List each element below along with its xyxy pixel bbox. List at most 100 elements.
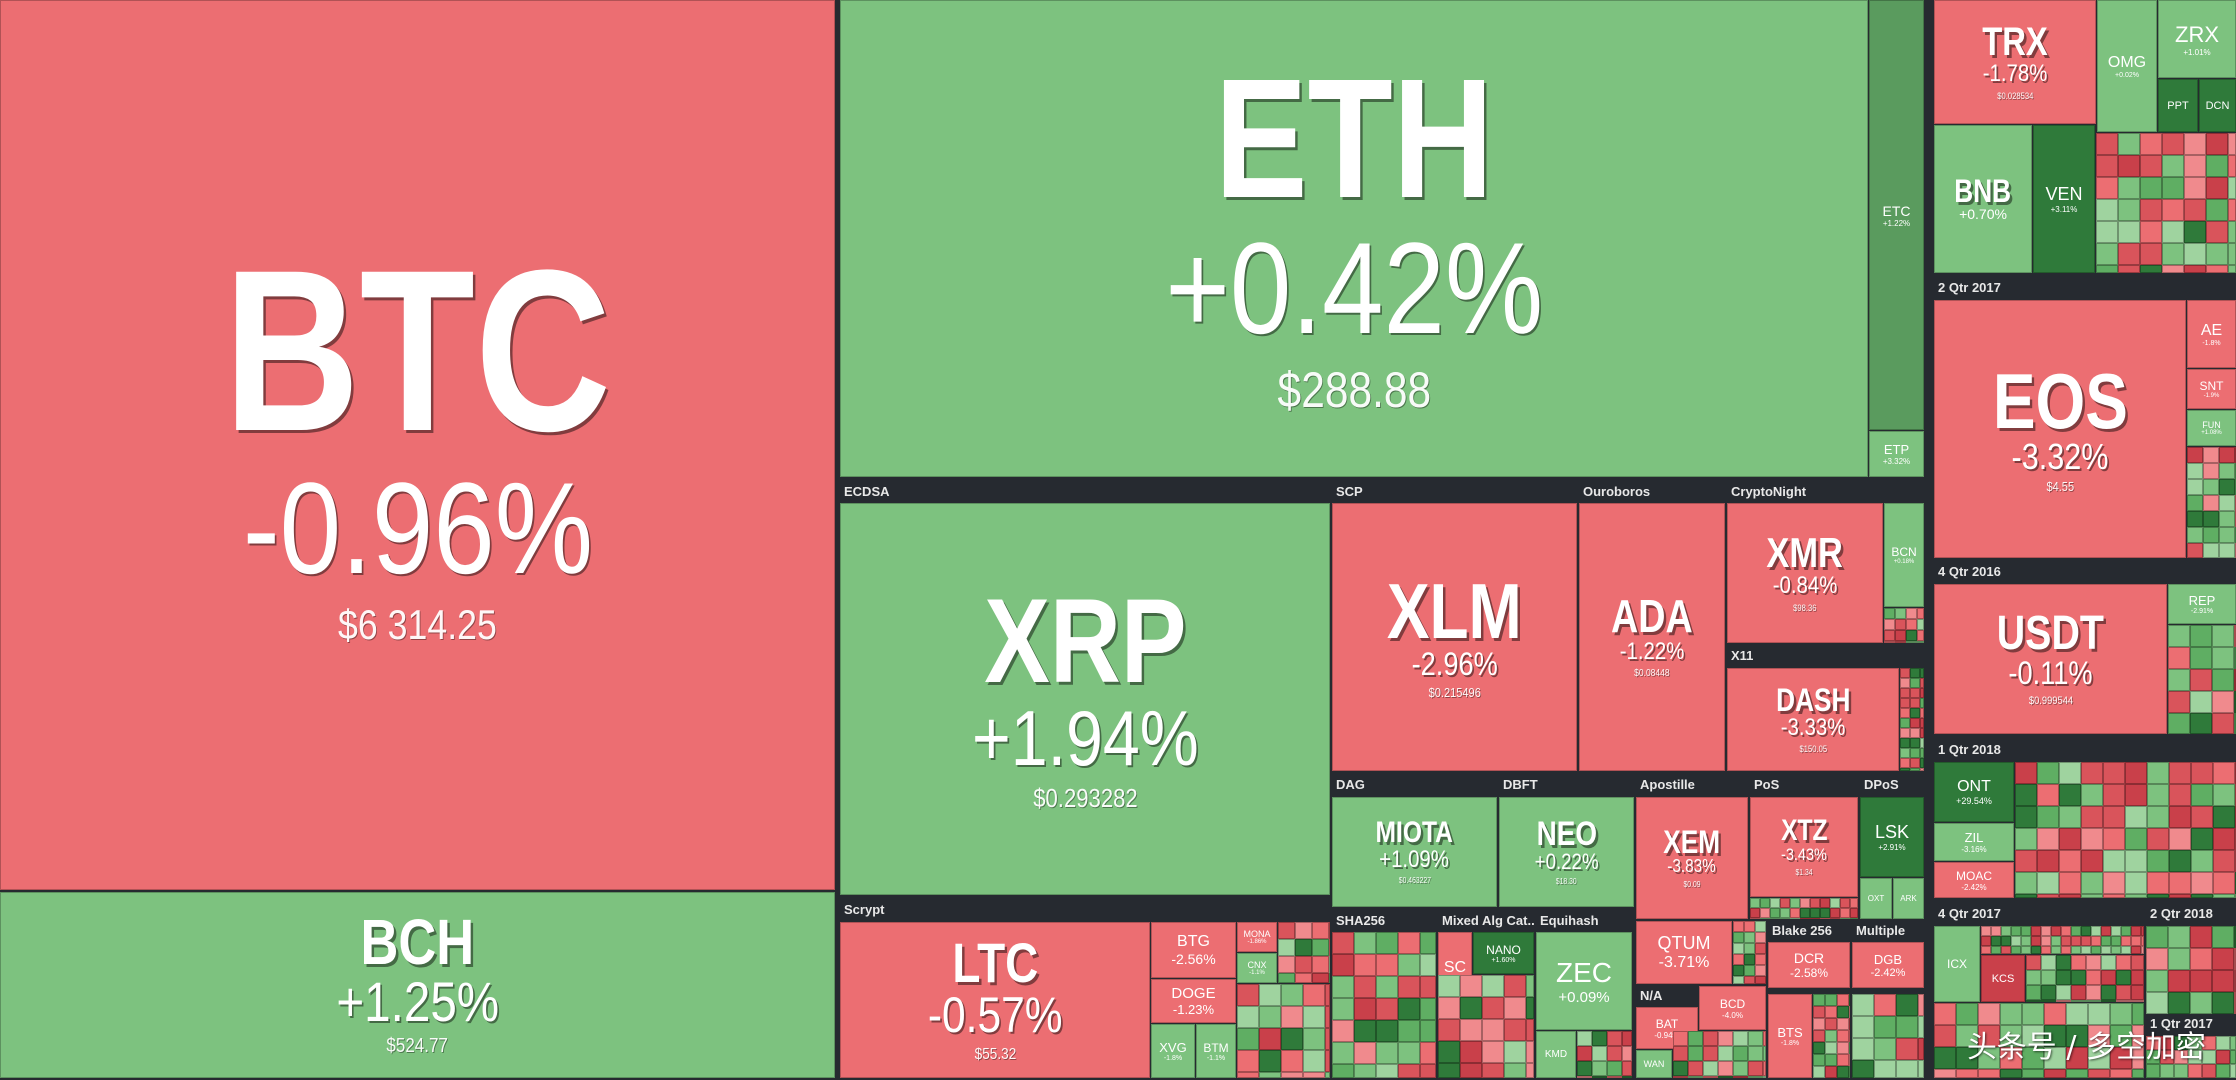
mini-coin-tile[interactable] — [2000, 1047, 2022, 1069]
mini-coin-tile[interactable] — [1577, 1061, 1592, 1076]
mini-coin-tile[interactable] — [2169, 784, 2191, 806]
mini-coin-tile[interactable] — [2081, 762, 2103, 784]
mini-coin-tile[interactable] — [2219, 463, 2235, 479]
mini-coin-tile[interactable] — [2140, 177, 2162, 199]
mini-coin-tile[interactable] — [1325, 1028, 1330, 1050]
mini-coin-tile[interactable] — [1895, 608, 1906, 619]
mini-coin-tile[interactable] — [1303, 984, 1325, 1006]
mini-coin-tile[interactable] — [2096, 243, 2118, 265]
mini-coin-tile[interactable] — [2066, 1069, 2088, 1078]
mini-coin-tile[interactable] — [1770, 898, 1780, 908]
mini-coin-tile[interactable] — [2141, 926, 2144, 936]
mini-coin-tile[interactable] — [2116, 1000, 2131, 1002]
mini-coin-tile[interactable] — [2212, 992, 2234, 1014]
mini-coin-tile[interactable] — [1760, 918, 1770, 919]
tile-fun[interactable]: FUN +1.08% — [2187, 410, 2236, 446]
tile-snt[interactable]: SNT -1.9% — [2187, 369, 2236, 409]
mini-coin-tile[interactable] — [2188, 1064, 2202, 1078]
mini-coin-tile[interactable] — [2037, 872, 2059, 894]
mini-coin-tile[interactable] — [1504, 975, 1526, 997]
tile-xvg[interactable]: XVG -1.8% — [1151, 1024, 1195, 1078]
mini-coin-tile[interactable] — [2216, 1064, 2230, 1078]
mini-coin-tile[interactable] — [1733, 1031, 1748, 1046]
tile-moac[interactable]: MOAC -2.42% — [1934, 862, 2014, 898]
tile-btg[interactable]: BTG -2.56% — [1151, 922, 1236, 978]
mini-coin-tile[interactable] — [2168, 625, 2190, 647]
mini-coin-tile[interactable] — [1755, 965, 1766, 976]
mini-coin-tile[interactable] — [2146, 1036, 2160, 1050]
mini-coin-tile[interactable] — [1920, 668, 1924, 678]
mini-coin-tile[interactable] — [1278, 956, 1295, 973]
mini-coin-tile[interactable] — [2081, 806, 2103, 828]
mini-coin-tile[interactable] — [2096, 155, 2118, 177]
mini-coin-tile[interactable] — [2041, 970, 2056, 985]
mini-coin-tile[interactable] — [1981, 926, 1991, 936]
mini-coin-tile[interactable] — [2141, 946, 2144, 954]
mini-coin-tile[interactable] — [2187, 463, 2203, 479]
mini-coin-tile[interactable] — [1837, 1018, 1849, 1030]
mini-coin-tile[interactable] — [2041, 946, 2051, 954]
mini-coin-tile[interactable] — [1918, 994, 1924, 1016]
mini-coin-tile[interactable] — [1910, 728, 1920, 738]
mini-coin-tile[interactable] — [2168, 948, 2190, 970]
mini-coin-tile[interactable] — [1718, 1031, 1733, 1046]
mini-coin-tile[interactable] — [2203, 543, 2219, 558]
mini-coin-tile[interactable] — [2044, 1003, 2066, 1025]
mini-coin-tile[interactable] — [2059, 762, 2081, 784]
tile-bch[interactable]: BCH +1.25% $524.77 — [0, 892, 835, 1078]
mini-coin-tile[interactable] — [1420, 976, 1436, 998]
mini-coin-tile[interactable] — [1790, 908, 1800, 918]
mini-coin-tile[interactable] — [1482, 1063, 1504, 1078]
mini-coin-tile[interactable] — [2022, 1069, 2044, 1078]
mini-coin-tile[interactable] — [1900, 678, 1910, 688]
mini-coin-tile[interactable] — [2174, 1036, 2188, 1050]
mini-coin-tile[interactable] — [2015, 806, 2037, 828]
mini-coin-tile[interactable] — [1376, 1020, 1398, 1042]
mini-coin-tile[interactable] — [1849, 1018, 1850, 1030]
mini-coin-tile[interactable] — [2206, 199, 2228, 221]
tile-ppt[interactable]: PPT — [2158, 79, 2198, 132]
mini-coin-tile[interactable] — [2096, 199, 2118, 221]
mini-coin-tile[interactable] — [1956, 1069, 1978, 1078]
mini-coin-tile[interactable] — [2081, 850, 2103, 872]
mini-coin-tile[interactable] — [2190, 625, 2212, 647]
mini-coin-tile[interactable] — [2228, 265, 2236, 273]
mini-coin-tile[interactable] — [2001, 926, 2011, 936]
mini-coin-tile[interactable] — [2188, 1050, 2202, 1064]
mini-coin-tile[interactable] — [2187, 527, 2203, 543]
mini-coin-tile[interactable] — [1780, 898, 1790, 908]
mini-coin-tile[interactable] — [2086, 985, 2101, 1000]
mini-coin-tile[interactable] — [1744, 943, 1755, 954]
mini-coin-tile[interactable] — [1991, 926, 2001, 936]
mini-coin-tile[interactable] — [2174, 1050, 2188, 1064]
mini-coin-tile[interactable] — [1956, 1025, 1978, 1047]
mini-coin-tile[interactable] — [2125, 784, 2147, 806]
mini-coin-tile[interactable] — [1910, 708, 1920, 718]
mini-coin-tile[interactable] — [2190, 948, 2212, 970]
mini-coin-tile[interactable] — [2026, 955, 2041, 970]
mini-coin-tile[interactable] — [1917, 608, 1924, 619]
mini-coin-tile[interactable] — [1750, 918, 1760, 919]
mini-coin-tile[interactable] — [2116, 985, 2131, 1000]
mini-coin-tile[interactable] — [1278, 922, 1295, 939]
mini-coin-tile[interactable] — [1398, 932, 1420, 954]
mini-coin-tile[interactable] — [2206, 221, 2228, 243]
mini-coin-tile[interactable] — [1906, 608, 1917, 619]
mini-coin-tile[interactable] — [2101, 1000, 2116, 1002]
mini-coin-tile[interactable] — [1910, 718, 1920, 728]
tile-icx[interactable]: ICX — [1934, 926, 1980, 1002]
mini-coin-tile[interactable] — [2125, 894, 2147, 898]
mini-coin-tile[interactable] — [1607, 1061, 1622, 1076]
tile-xem[interactable]: XEM -3.83% $0.09 — [1636, 797, 1748, 919]
mini-coin-tile[interactable] — [2219, 495, 2235, 511]
mini-coin-tile[interactable] — [1874, 994, 1896, 1016]
mini-coin-tile[interactable] — [2187, 511, 2203, 527]
mini-coin-tile[interactable] — [1906, 630, 1917, 641]
mini-coin-tile[interactable] — [2169, 806, 2191, 828]
mini-coin-tile[interactable] — [1526, 1019, 1534, 1041]
mini-coin-tile[interactable] — [1354, 998, 1376, 1020]
tile-xtz[interactable]: XTZ -3.43% $1.34 — [1750, 797, 1858, 897]
mini-coin-tile[interactable] — [1295, 973, 1312, 983]
mini-coin-tile[interactable] — [1825, 1006, 1837, 1018]
mini-coin-tile[interactable] — [2184, 265, 2206, 273]
